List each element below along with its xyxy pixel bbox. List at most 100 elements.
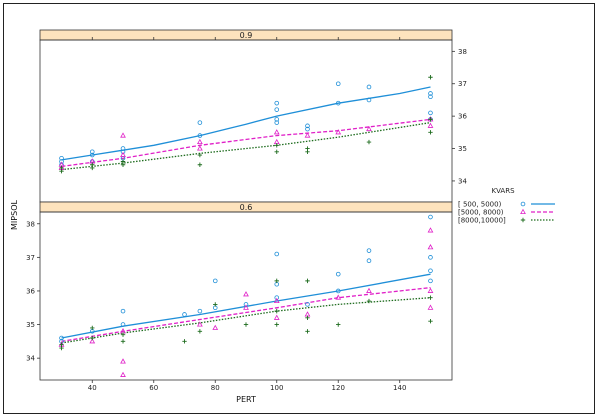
point-top-series-2-14 [428,117,433,122]
point-top-series-0-4 [89,152,95,158]
point-bottom-series-0-13 [305,302,310,307]
strip-bottom-label: 0.6 [240,203,253,212]
fit-line-top-series-1 [61,118,431,168]
x-axis-label: PERT [236,395,256,404]
x-tick-label-1: 60 [149,384,158,392]
point-bottom-series-1-14 [427,227,434,233]
panel-top [58,75,434,174]
point-top-series-2-1 [59,165,64,171]
point-bottom-series-0-5 [182,312,187,317]
point-top-series-0-6 [120,146,126,151]
point-top-series-0-16 [305,126,310,132]
point-bottom-series-0-9 [243,302,249,307]
point-bottom-series-1-7 [243,291,249,297]
point-bottom-series-1-9 [273,297,280,304]
point-top-series-0-3 [89,149,95,155]
legend-title: KVARS [491,187,515,195]
point-top-series-0-18 [335,100,341,106]
y-tick-label-bottom-0: 34 [26,355,35,363]
point-bottom-series-0-3 [120,308,126,314]
point-bottom-series-2-19 [428,295,433,300]
point-top-series-1-4 [120,151,126,158]
point-top-series-2-3 [90,162,95,167]
point-bottom-series-0-12 [274,295,280,300]
point-top-series-2-15 [428,130,433,135]
point-bottom-series-1-5 [197,321,203,327]
point-bottom-series-0-17 [366,258,372,264]
point-bottom-series-2-16 [336,322,341,327]
y-tick-label-bottom-1: 35 [26,321,35,329]
point-bottom-series-2-17 [366,298,372,304]
point-bottom-series-2-1 [59,342,64,347]
point-bottom-series-0-21 [428,278,433,284]
point-top-series-1-13 [427,122,434,128]
panel-top-frame [39,39,453,203]
x-tick-label-3: 100 [270,384,283,392]
point-bottom-series-0-15 [335,288,341,294]
point-bottom-series-0-6 [197,308,203,314]
point-bottom-series-1-15 [427,244,434,250]
point-top-series-1-6 [197,145,203,151]
point-bottom-series-2-13 [305,278,310,284]
legend-marker-2 [520,217,526,223]
point-top-series-0-10 [197,133,203,138]
point-bottom-series-2-8 [213,302,218,307]
fit-line-bottom-series-1 [61,286,431,343]
y-tick-label-top-0: 34 [458,177,467,185]
point-bottom-series-2-4 [120,332,126,337]
fit-line-top-series-0 [61,86,431,161]
y-tick-label-bottom-3: 37 [26,254,35,262]
x-tick-label-4: 120 [332,384,345,392]
axes: 34 35 36 37 38 34 35 36 37 38 40 60 80 100 120 140 [26,37,467,392]
point-bottom-series-2-15 [305,329,310,334]
point-top-series-0-13 [274,117,280,122]
point-top-series-1-3 [120,132,126,138]
point-bottom-series-0-10 [274,251,280,257]
point-top-series-2-6 [197,162,203,167]
legend-label-0: [ 500, 5000) [458,201,502,209]
point-bottom-series-2-12 [274,322,279,327]
y-axis-label: MIPSOL [10,200,19,230]
point-top-series-2-9 [274,143,279,148]
y-tick-label-top-2: 36 [458,113,467,121]
point-top-series-0-23 [428,110,433,116]
point-top-series-2-11 [305,146,310,151]
point-bottom-series-0-19 [428,255,433,260]
y-tick-label-bottom-4: 38 [26,220,35,228]
point-bottom-series-0-7 [212,278,218,284]
point-top-series-1-8 [273,138,280,145]
point-bottom-series-2-5 [120,339,126,344]
point-bottom-series-0-20 [428,268,433,274]
point-top-series-1-11 [366,125,372,132]
point-top-series-1-10 [335,129,342,135]
legend-marker-1 [520,208,526,215]
point-bottom-series-1-13 [366,287,372,293]
y-tick-label-top-1: 35 [458,145,467,153]
point-bottom-series-2-7 [197,329,203,334]
point-bottom-series-1-6 [212,324,219,330]
point-bottom-series-2-14 [305,315,310,321]
point-top-series-0-22 [428,94,433,99]
point-bottom-series-1-16 [427,287,434,293]
point-top-series-0-7 [120,149,126,155]
point-top-series-0-19 [366,84,372,90]
y-tick-label-top-4: 38 [458,48,467,56]
point-bottom-series-0-0 [59,335,64,341]
point-top-series-0-17 [335,81,341,87]
point-top-series-0-9 [197,120,203,125]
point-top-series-1-7 [273,129,280,135]
point-top-series-2-5 [120,159,126,164]
panel-bottom-frame [39,211,453,381]
point-top-series-2-7 [197,152,203,158]
strip-top-label: 0.9 [240,31,253,40]
point-top-series-0-21 [428,91,433,96]
point-top-series-0-12 [274,107,280,112]
point-top-series-0-20 [366,97,372,103]
point-bottom-series-0-16 [366,248,372,253]
point-bottom-series-0-18 [428,214,433,220]
point-bottom-series-0-4 [120,322,126,327]
point-top-series-1-5 [197,138,203,145]
x-tick-label-0: 40 [88,384,97,392]
y-tick-label-top-3: 37 [458,80,467,88]
